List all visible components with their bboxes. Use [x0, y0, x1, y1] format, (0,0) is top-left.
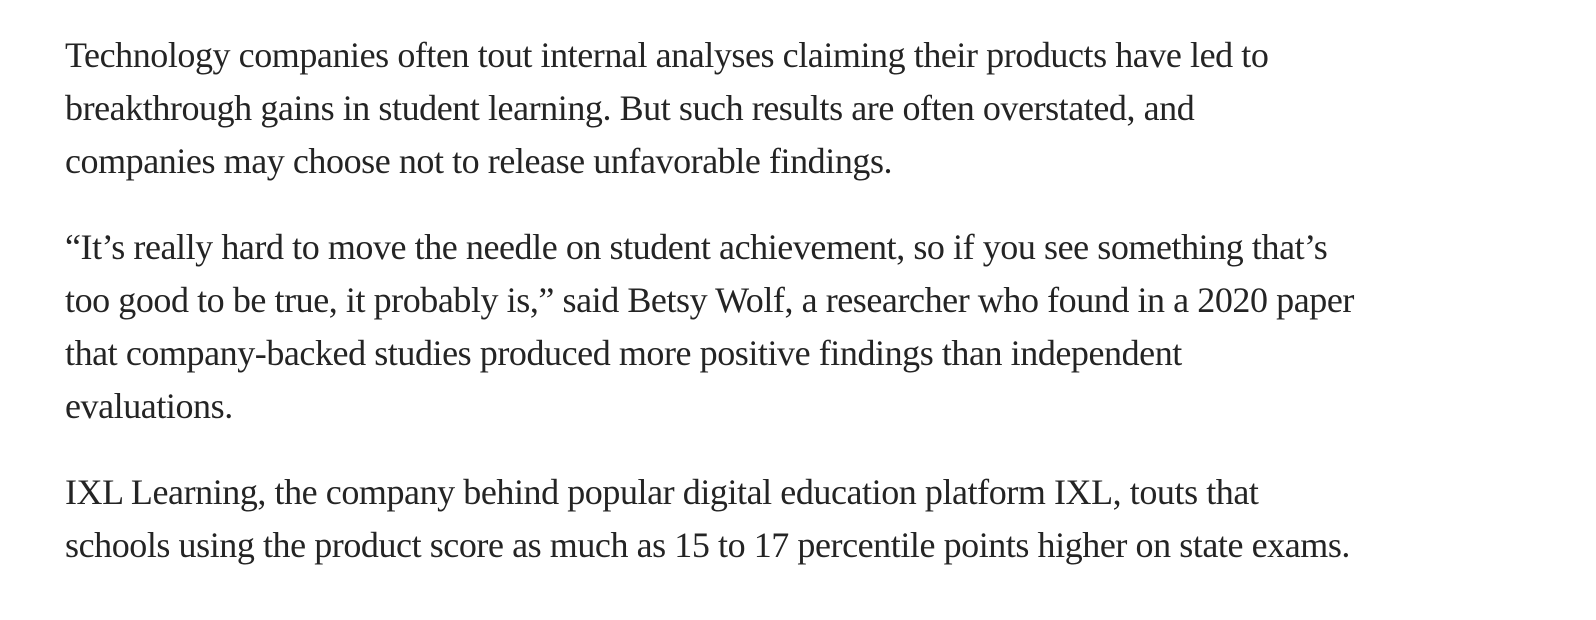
text-line: schools using the product score as much …: [65, 525, 1350, 565]
text-line: “It’s really hard to move the needle on …: [65, 227, 1328, 267]
text-line: companies may choose not to release unfa…: [65, 141, 893, 181]
text-line: too good to be true, it probably is,” sa…: [65, 280, 1354, 320]
paragraph-ixl-learning: IXL Learning, the company behind popular…: [65, 466, 1556, 572]
paragraph-tech-companies: Technology companies often tout internal…: [65, 29, 1556, 188]
text-line: breakthrough gains in student learning. …: [65, 88, 1195, 128]
text-line: evaluations.: [65, 386, 233, 426]
article-body: Technology companies often tout internal…: [65, 29, 1556, 572]
text-line: IXL Learning, the company behind popular…: [65, 472, 1259, 512]
text-line: Technology companies often tout internal…: [65, 35, 1269, 75]
paragraph-betsy-wolf-quote: “It’s really hard to move the needle on …: [65, 221, 1556, 433]
text-line: that company-backed studies produced mor…: [65, 333, 1182, 373]
